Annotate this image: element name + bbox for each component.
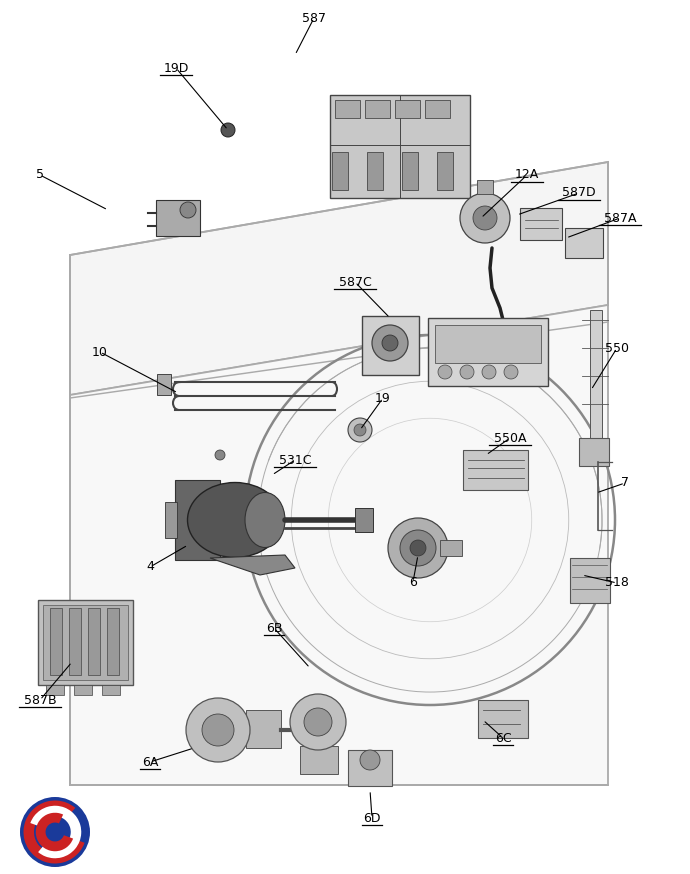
- FancyBboxPatch shape: [46, 685, 64, 695]
- Circle shape: [438, 365, 452, 379]
- Circle shape: [215, 450, 225, 460]
- Text: 587C: 587C: [339, 275, 371, 288]
- Wedge shape: [36, 813, 73, 851]
- FancyBboxPatch shape: [74, 685, 92, 695]
- Text: 6B: 6B: [266, 621, 282, 635]
- FancyBboxPatch shape: [395, 100, 420, 118]
- Text: 10: 10: [92, 345, 108, 358]
- Circle shape: [504, 365, 518, 379]
- Text: 7: 7: [621, 476, 629, 489]
- Circle shape: [372, 325, 408, 361]
- Ellipse shape: [245, 493, 285, 547]
- Text: 550: 550: [605, 342, 629, 355]
- FancyBboxPatch shape: [437, 152, 453, 190]
- FancyBboxPatch shape: [165, 502, 177, 538]
- Circle shape: [388, 518, 448, 578]
- FancyBboxPatch shape: [478, 700, 528, 738]
- Circle shape: [410, 540, 426, 556]
- Circle shape: [482, 365, 496, 379]
- FancyBboxPatch shape: [590, 310, 602, 440]
- FancyBboxPatch shape: [50, 608, 62, 675]
- FancyBboxPatch shape: [365, 100, 390, 118]
- FancyBboxPatch shape: [570, 558, 610, 603]
- Circle shape: [304, 708, 332, 736]
- FancyBboxPatch shape: [332, 152, 348, 190]
- Circle shape: [20, 797, 90, 867]
- Circle shape: [473, 206, 497, 230]
- Text: 550A: 550A: [494, 432, 526, 445]
- Text: 587B: 587B: [23, 693, 57, 706]
- FancyBboxPatch shape: [88, 608, 100, 675]
- Text: 518: 518: [605, 577, 629, 589]
- FancyBboxPatch shape: [38, 600, 133, 685]
- Text: 12A: 12A: [515, 169, 539, 182]
- FancyBboxPatch shape: [102, 685, 120, 695]
- Circle shape: [400, 530, 436, 566]
- Circle shape: [221, 123, 235, 137]
- FancyBboxPatch shape: [246, 710, 281, 748]
- FancyBboxPatch shape: [463, 450, 528, 490]
- FancyBboxPatch shape: [565, 228, 603, 258]
- Text: 19D: 19D: [164, 61, 188, 74]
- FancyBboxPatch shape: [402, 152, 418, 190]
- Polygon shape: [330, 95, 470, 198]
- Circle shape: [460, 365, 474, 379]
- FancyBboxPatch shape: [355, 508, 373, 532]
- Circle shape: [360, 750, 380, 770]
- Text: 587A: 587A: [604, 212, 636, 225]
- Text: 587: 587: [302, 11, 326, 24]
- FancyBboxPatch shape: [367, 152, 383, 190]
- FancyBboxPatch shape: [157, 374, 171, 395]
- FancyBboxPatch shape: [348, 750, 392, 786]
- FancyBboxPatch shape: [425, 100, 450, 118]
- Ellipse shape: [188, 482, 282, 558]
- Text: 19: 19: [375, 392, 391, 405]
- FancyBboxPatch shape: [175, 480, 220, 560]
- Text: 6D: 6D: [363, 811, 381, 824]
- Circle shape: [348, 418, 372, 442]
- Polygon shape: [210, 555, 295, 575]
- Text: 6C: 6C: [495, 732, 511, 745]
- Circle shape: [290, 694, 346, 750]
- Wedge shape: [23, 801, 85, 864]
- Text: 5: 5: [36, 169, 44, 182]
- Wedge shape: [30, 806, 81, 858]
- FancyBboxPatch shape: [428, 318, 548, 386]
- Circle shape: [202, 714, 234, 746]
- Polygon shape: [70, 162, 608, 395]
- Circle shape: [49, 826, 61, 838]
- Polygon shape: [70, 305, 608, 785]
- FancyBboxPatch shape: [435, 325, 541, 363]
- Text: 587D: 587D: [562, 186, 595, 199]
- Text: 6: 6: [409, 575, 417, 588]
- Text: 531C: 531C: [279, 454, 311, 467]
- FancyBboxPatch shape: [300, 746, 338, 774]
- FancyBboxPatch shape: [335, 100, 360, 118]
- FancyBboxPatch shape: [362, 316, 419, 374]
- FancyBboxPatch shape: [477, 180, 493, 194]
- Circle shape: [186, 698, 250, 762]
- Circle shape: [460, 193, 510, 243]
- Text: 6A: 6A: [142, 755, 158, 768]
- Circle shape: [382, 335, 398, 351]
- Text: 4: 4: [146, 560, 154, 573]
- FancyBboxPatch shape: [107, 608, 119, 675]
- FancyBboxPatch shape: [69, 608, 81, 675]
- FancyBboxPatch shape: [520, 208, 562, 240]
- FancyBboxPatch shape: [440, 540, 462, 556]
- Circle shape: [180, 202, 196, 218]
- FancyBboxPatch shape: [156, 200, 200, 236]
- FancyBboxPatch shape: [579, 438, 609, 466]
- Circle shape: [354, 424, 366, 436]
- FancyBboxPatch shape: [43, 605, 128, 680]
